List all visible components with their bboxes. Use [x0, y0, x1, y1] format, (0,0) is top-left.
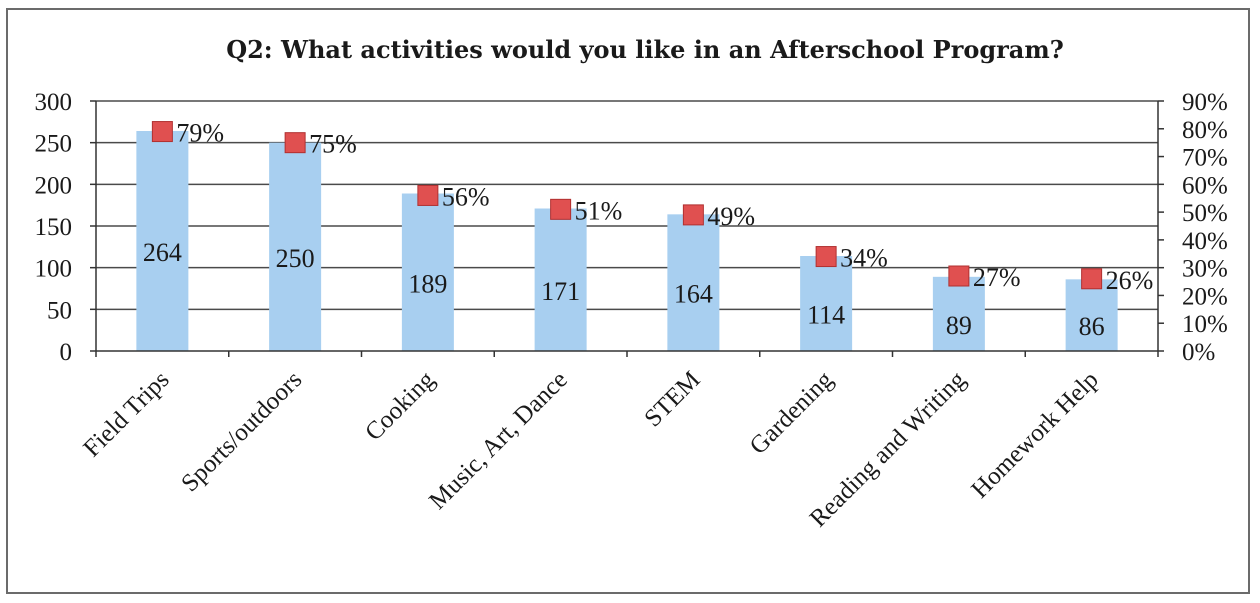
bar-value-label: 86 — [1079, 312, 1105, 341]
category-label: Sports/outdoors — [176, 366, 307, 497]
bar — [534, 208, 587, 351]
percent-marker — [284, 132, 306, 154]
category-label: Homework Help — [966, 366, 1103, 503]
category-label: Gardening — [745, 366, 839, 460]
y-tick-label: 250 — [35, 131, 73, 158]
percent-label: 27% — [973, 263, 1021, 292]
percent-marker — [417, 184, 439, 206]
percent-markers — [151, 121, 1103, 290]
percent-label: 56% — [442, 182, 490, 211]
bar — [269, 142, 322, 351]
category-label: STEM — [639, 366, 705, 432]
y2-tick-label: 80% — [1182, 117, 1228, 144]
category-label: Field Trips — [78, 366, 174, 462]
category-label: Cooking — [360, 366, 440, 446]
y2-tick-label: 20% — [1182, 283, 1228, 310]
percent-marker — [682, 204, 704, 226]
y2-tick-label: 30% — [1182, 256, 1228, 283]
percent-label: 79% — [176, 119, 224, 148]
y2-tick-label: 50% — [1182, 200, 1228, 227]
bars — [136, 131, 1118, 351]
category-labels: Field Trips Sports/outdoors CookingMusic, … — [78, 366, 1103, 533]
percent-marker — [550, 198, 572, 220]
bar — [401, 193, 454, 351]
percent-marker — [948, 265, 970, 287]
percent-label: 51% — [575, 196, 623, 225]
chart-frame — [6, 8, 1250, 594]
percent-marker — [1081, 268, 1103, 290]
percent-label: 75% — [309, 130, 357, 159]
tick-labels: 0 50 100 150 200 250 300 0%10%20%30%40%50%60%70… — [35, 89, 1228, 366]
bar — [1065, 279, 1118, 351]
y2-tick-label: 10% — [1182, 311, 1228, 338]
bar-value-label: 264 — [143, 238, 182, 267]
bar — [932, 276, 985, 351]
y-tick-label: 0 — [60, 339, 73, 366]
y2-tick-label: 0% — [1182, 339, 1215, 366]
bar-value-label: 114 — [807, 301, 845, 330]
percent-label: 34% — [840, 244, 888, 273]
bar-value-label: 164 — [674, 280, 713, 309]
bar — [667, 214, 720, 351]
y2-tick-label: 40% — [1182, 228, 1228, 255]
data-labels: 264 79% 250 75% 189 56% 171 51% 164 49% 114 34% 8927… — [143, 119, 1153, 342]
chart-title: Q2: What activities would you like in an… — [226, 35, 1064, 64]
y-tick-label: 300 — [35, 89, 73, 116]
y2-tick-label: 90% — [1182, 89, 1228, 116]
percent-marker — [815, 246, 837, 268]
percent-label: 49% — [707, 202, 755, 231]
bar-value-label: 171 — [541, 277, 580, 306]
percent-label: 26% — [1106, 266, 1154, 295]
bar-value-label: 250 — [276, 244, 315, 273]
y2-tick-label: 70% — [1182, 145, 1228, 172]
y-tick-label: 150 — [35, 214, 73, 241]
bar-value-label: 89 — [946, 311, 972, 340]
percent-marker — [151, 121, 173, 143]
y-tick-label: 100 — [35, 256, 73, 283]
bar — [800, 256, 853, 351]
bar — [136, 131, 189, 351]
y2-tick-label: 60% — [1182, 172, 1228, 199]
axes — [90, 100, 1164, 357]
bar-value-label: 189 — [408, 269, 447, 298]
y-tick-label: 200 — [35, 172, 73, 199]
y-tick-label: 50 — [47, 297, 72, 324]
category-label: Music, Art, Dance — [424, 366, 573, 515]
